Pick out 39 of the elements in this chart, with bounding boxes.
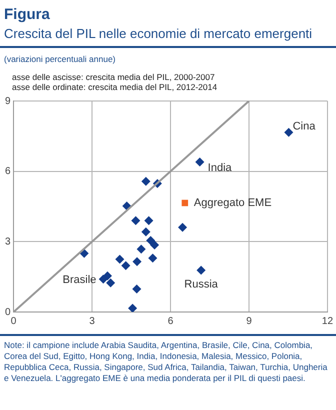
y-tick-label: 0 — [5, 306, 11, 318]
y-axis-title: asse delle ordinate: crescita media del PIL, 2012-2014 — [12, 82, 218, 92]
point — [141, 176, 150, 186]
chart-title: Figura — [3, 5, 51, 23]
y-tick-label: 3 — [5, 236, 11, 248]
point — [141, 227, 150, 236]
y-tick-label: 6 — [5, 166, 11, 178]
text: (variazioni percentuali annue) — [3, 53, 117, 64]
point — [131, 216, 140, 226]
y-tick-label: 9 — [5, 96, 11, 107]
x-tick-label: 12 — [322, 316, 334, 327]
point — [178, 222, 188, 232]
point — [132, 257, 142, 266]
annotation: Russia — [184, 278, 219, 290]
annotation: India — [208, 162, 233, 174]
point — [148, 254, 158, 263]
point — [136, 244, 146, 254]
point — [106, 278, 116, 288]
annotation: Cina — [292, 120, 316, 132]
point — [115, 254, 124, 264]
point — [128, 304, 138, 312]
x-tick-label: 9 — [246, 316, 252, 327]
x-tick-label: 6 — [168, 316, 174, 327]
point — [195, 157, 204, 166]
point — [121, 261, 130, 270]
text: Note: il campione include Arabia Saudita, Argentina, Brasile, Cile, Cina, Colombia, Corea del Sud, Egitto, Hong Kong, India, Indonesia, Malesia, Messico, Polonia, Repubblica Ceca, Russia, Singapore, Sud Africa, Tailandia, Taiwan, Turchia, Ungheria e Venezuela. L'aggregato EME è una media ponderata per il PIL di questi paesi. — [3, 339, 328, 384]
point — [146, 236, 156, 245]
point — [98, 274, 108, 284]
point — [284, 128, 294, 137]
point — [132, 284, 142, 294]
annotation: Brasile — [62, 274, 96, 286]
point — [196, 266, 206, 275]
point — [150, 240, 160, 250]
point — [182, 200, 188, 206]
x-tick-label: 3 — [89, 316, 96, 327]
series-label: Aggregato EME — [194, 197, 272, 210]
x-axis-title: asse delle ascisse: crescita media del PIL, 2000-2007 — [12, 72, 216, 82]
chart-subtitle: Crescita del PIL nelle economie di mercato emergenti — [3, 25, 314, 41]
point — [144, 216, 154, 226]
